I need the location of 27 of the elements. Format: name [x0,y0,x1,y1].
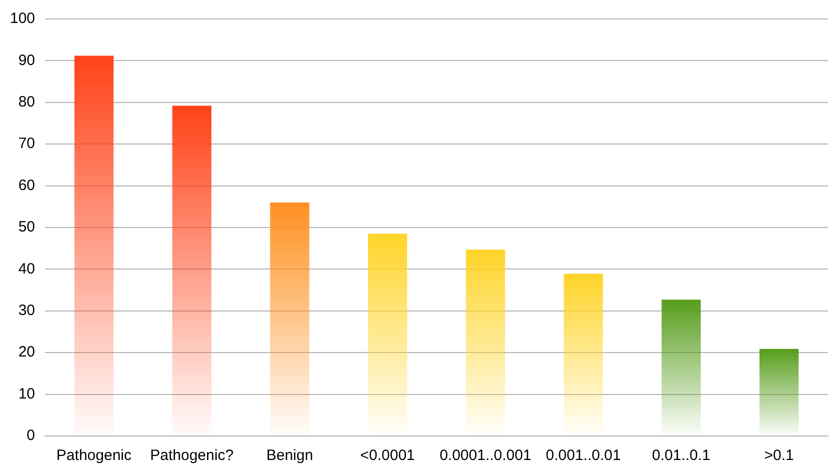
bar [662,300,701,436]
y-tick-label: 10 [18,385,36,402]
x-tick-label: 0.01..0.1 [652,447,710,464]
bar [759,348,799,436]
bar [74,56,114,436]
y-tick-label: 70 [18,135,36,152]
bar [270,202,310,436]
y-tick-label: 40 [18,260,36,278]
y-tick-label: 80 [18,94,36,111]
y-tick-label: 100 [10,10,36,28]
y-tick-label: 60 [18,176,36,194]
y-tick-label: 50 [18,218,36,236]
x-tick-label: Benign [266,447,314,464]
y-tick-label: 90 [18,52,36,69]
y-tick-label: 20 [18,344,36,361]
y-tick-label: 30 [18,302,36,320]
bar [466,250,506,436]
bar [564,274,603,436]
x-tick-label: 0.001..0.01 [546,447,621,464]
x-tick-label: >0.1 [764,447,794,464]
x-tick-label: Pathogenic [56,447,132,464]
x-tick-label: 0.0001..0.001 [440,447,532,464]
x-tick-label: <0.0001 [360,447,415,464]
bar [368,234,408,436]
x-tick-label: Pathogenic? [150,447,234,464]
y-tick-label: 0 [26,427,36,444]
bar [172,106,212,436]
